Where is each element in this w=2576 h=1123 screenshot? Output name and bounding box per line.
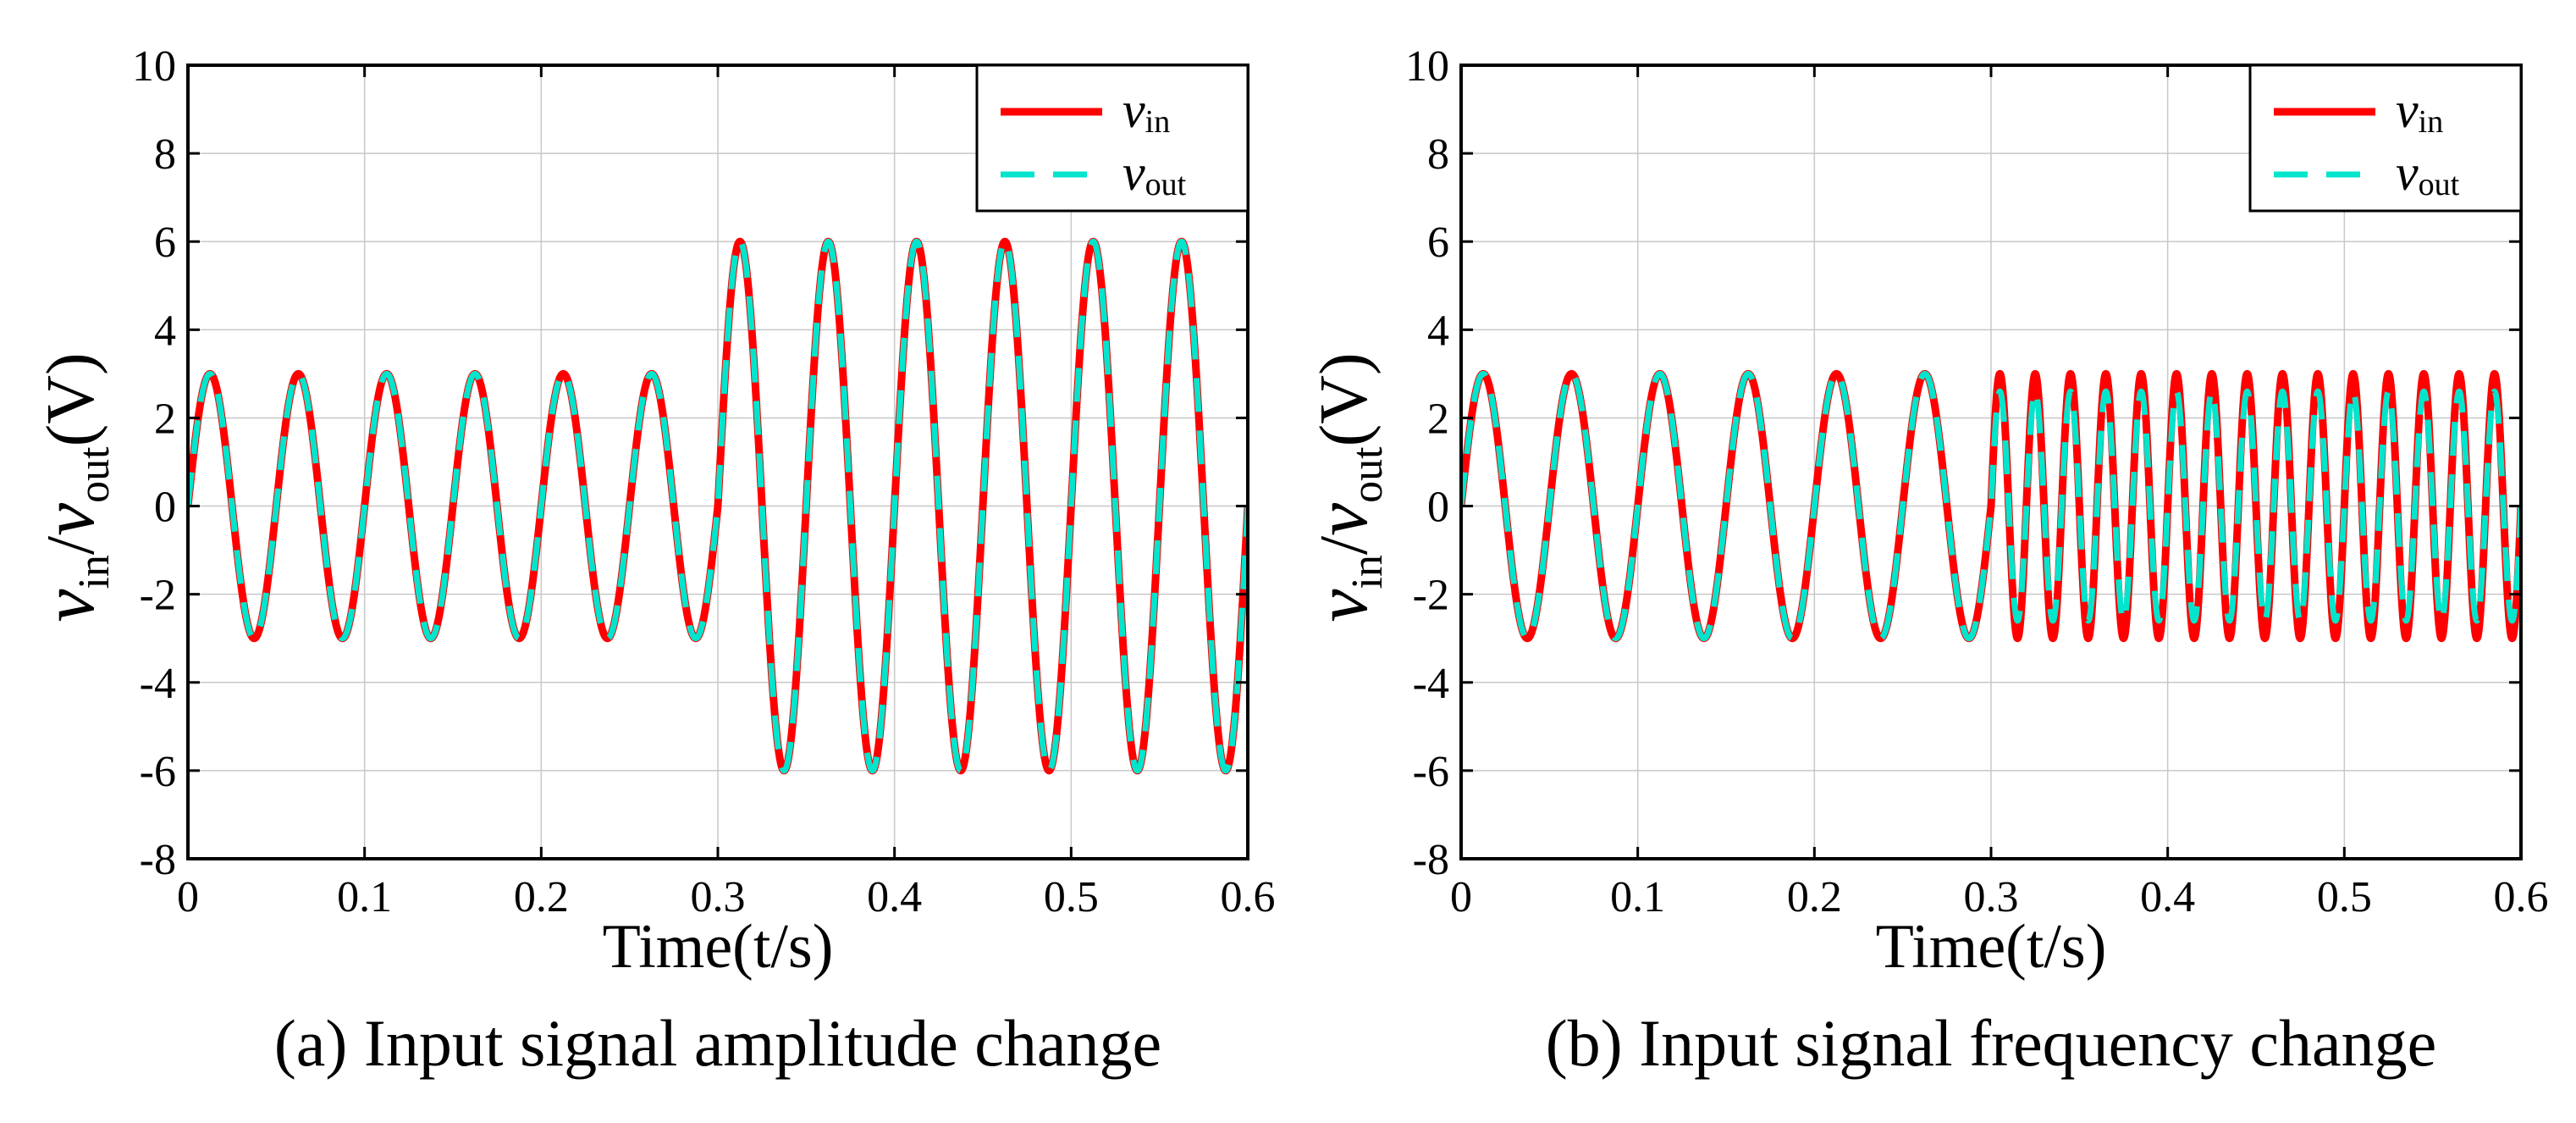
legend: vin vout	[975, 64, 1249, 213]
x-tick-label: 0.2	[514, 873, 569, 921]
y-tick-label: 8	[1427, 130, 1449, 179]
y-tick-label: 10	[1405, 42, 1449, 91]
y-tick-label: -2	[1413, 572, 1449, 620]
legend-box	[2248, 64, 2523, 213]
y-tick-label: 0	[154, 484, 176, 532]
y-tick-label: 2	[154, 395, 176, 443]
y-tick-label: -8	[140, 836, 176, 884]
y-tick-label: 4	[154, 307, 176, 355]
y-tick-label: -6	[140, 748, 176, 796]
figure-caption: (a) Input signal amplitude change	[274, 1006, 1161, 1080]
y-tick-label: -4	[1413, 660, 1449, 708]
x-tick-label: 0.5	[2317, 873, 2372, 921]
x-tick-label: 0.6	[1221, 873, 1276, 921]
x-tick-label: 0.4	[2140, 873, 2195, 921]
x-tick-label: 0.6	[2494, 873, 2549, 921]
x-tick-label: 0	[1450, 873, 1472, 921]
y-axis-label: vin/vout(V)	[1301, 352, 1392, 622]
series-line-vout	[1461, 370, 2521, 642]
x-tick-label: 0.3	[691, 873, 746, 921]
y-tick-label: 0	[1427, 484, 1449, 532]
x-tick-label: 0.1	[337, 873, 392, 921]
y-tick-label: 10	[132, 42, 176, 91]
x-tick-label: 0	[177, 873, 199, 921]
series-line-vout	[188, 238, 1248, 774]
y-tick-label: 6	[1427, 219, 1449, 267]
chart-panel-a: 0 0.1 0.2 0.3 0.4 0.5 0.6 -8 -6 -4 -2 0 2 4 6 8 10 Time(t…	[28, 42, 1276, 1080]
y-tick-label: 6	[154, 219, 176, 267]
legend-label-vout: vout	[1123, 145, 1187, 202]
x-axis-label: Time(t/s)	[603, 912, 834, 982]
legend-box	[975, 64, 1249, 213]
x-tick-label: 0.3	[1964, 873, 2019, 921]
y-tick-label: -6	[1413, 748, 1449, 796]
legend-label-vin: vin	[1123, 82, 1170, 140]
x-axis-label: Time(t/s)	[1876, 912, 2107, 982]
x-tick-label: 0.2	[1787, 873, 1842, 921]
y-tick-label: -8	[1413, 836, 1449, 884]
y-tick-label: -2	[140, 572, 176, 620]
y-tick-label: 2	[1427, 395, 1449, 443]
y-axis-label: vin/vout(V)	[28, 352, 119, 622]
y-tick-label: -4	[140, 660, 176, 708]
y-tick-label: 8	[154, 130, 176, 179]
chart-panel-b: 0 0.1 0.2 0.3 0.4 0.5 0.6 -8 -6 -4 -2 0 2 4 6 8 10 Time(t…	[1301, 42, 2549, 1080]
legend-label-vin: vin	[2396, 82, 2443, 140]
legend: vin vout	[2248, 64, 2523, 213]
y-tick-label: 4	[1427, 307, 1449, 355]
x-tick-label: 0.5	[1044, 873, 1099, 921]
figure-caption: (b) Input signal frequency change	[1546, 1006, 2437, 1080]
x-tick-label: 0.1	[1610, 873, 1665, 921]
x-tick-label: 0.4	[867, 873, 922, 921]
legend-label-vout: vout	[2396, 145, 2460, 202]
